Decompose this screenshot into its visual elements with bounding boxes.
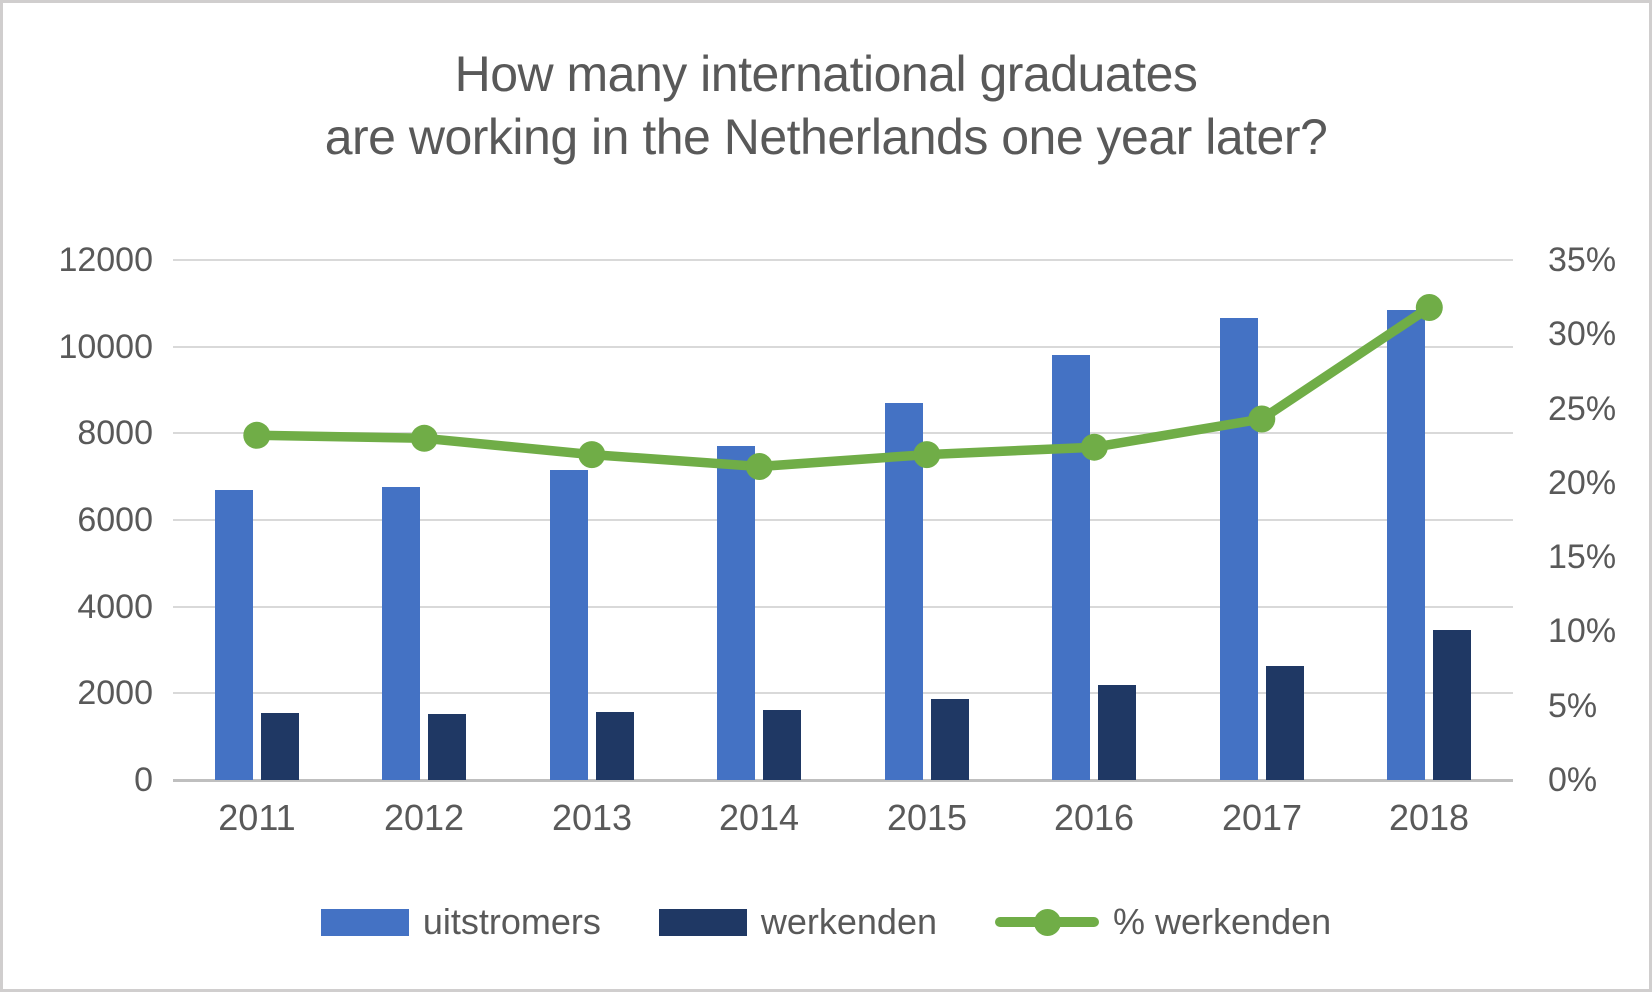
- percent-werkenden-marker-icon: [1033, 908, 1061, 936]
- percent-line-path: [252, 302, 1435, 472]
- right-axis-tick: 5%: [1548, 687, 1598, 725]
- left-axis-tick: 4000: [77, 588, 153, 626]
- left-axis-labels: 12000 10000 8000 6000 4000 2000 0: [21, 241, 153, 799]
- gridline: [173, 606, 1513, 608]
- right-axis-tick: 10%: [1548, 612, 1617, 650]
- gridline: [173, 692, 1513, 694]
- percent-line-marker-2011: [243, 421, 271, 449]
- bar-uitstromers-2014: [717, 446, 755, 780]
- legend-item-uitstromers: uitstromers: [320, 901, 601, 943]
- gridline: [173, 519, 1513, 521]
- bar-werkenden-2015: [931, 699, 969, 780]
- bar-uitstromers-2017: [1220, 318, 1258, 780]
- legend-label-uitstromers: uitstromers: [422, 901, 601, 942]
- percent-line-marker-2016: [1080, 433, 1108, 461]
- x-axis-label-2012: 2012: [383, 797, 465, 838]
- left-axis-tick: 10000: [58, 328, 153, 366]
- bar-werkenden-2016: [1098, 685, 1136, 780]
- left-axis-tick: 8000: [77, 414, 153, 452]
- bars-layer: [173, 260, 1513, 780]
- percent-line-marker-2013: [578, 441, 606, 469]
- bar-uitstromers-2011: [215, 490, 253, 780]
- percent-line-marker-2017: [1248, 405, 1276, 433]
- x-axis-label-2018: 2018: [1388, 797, 1470, 838]
- percent-line-marker-2018: [1415, 294, 1443, 321]
- x-axis-line: [173, 779, 1513, 782]
- legend-label-percent-werkenden: % werkenden: [1113, 901, 1332, 942]
- gridline: [173, 346, 1513, 348]
- percent-werkenden-line-sample: [995, 908, 1099, 936]
- bar-werkenden-2011: [261, 713, 299, 780]
- x-axis-label-2014: 2014: [718, 797, 800, 838]
- percent-line-marker-2014: [745, 453, 773, 480]
- bar-werkenden-2018: [1433, 630, 1471, 780]
- x-axis-label-2017: 2017: [1221, 797, 1303, 838]
- left-axis-tick: 6000: [77, 501, 153, 539]
- bar-werkenden-2014: [763, 710, 801, 780]
- chart-title-line1: How many international graduates: [454, 46, 1198, 102]
- right-axis-tick: 15%: [1548, 538, 1617, 576]
- right-axis-tick: 0%: [1548, 761, 1598, 799]
- gridline: [173, 432, 1513, 434]
- bar-werkenden-2017: [1266, 666, 1304, 780]
- x-axis-labels: 2011 2012 2013 2014 2015 2016 2017 2018: [173, 797, 1513, 838]
- bar-werkenden-2012: [428, 714, 466, 780]
- right-axis-tick: 25%: [1548, 390, 1617, 428]
- legend: uitstromers werkenden % werkenden: [3, 901, 1649, 943]
- bar-uitstromers-2013: [550, 470, 588, 780]
- x-axis-label-2016: 2016: [1053, 797, 1135, 838]
- gridline: [173, 259, 1513, 261]
- chart-title: How many international graduates are wor…: [3, 43, 1649, 169]
- right-axis-tick: 30%: [1548, 315, 1617, 353]
- legend-label-werkenden: werkenden: [760, 901, 937, 942]
- left-axis-tick: 2000: [77, 674, 153, 712]
- percent-line-marker-2015: [913, 441, 941, 469]
- legend-item-werkenden: werkenden: [658, 901, 937, 943]
- legend-item-percent-werkenden: % werkenden: [995, 901, 1331, 943]
- bar-uitstromers-2016: [1052, 355, 1090, 780]
- x-axis-label-2013: 2013: [551, 797, 633, 838]
- bar-uitstromers-2015: [885, 403, 923, 780]
- werkenden-swatch: [658, 908, 747, 936]
- percent-line-marker-2012: [410, 424, 438, 452]
- bar-werkenden-2013: [596, 712, 634, 780]
- x-axis-label-2015: 2015: [886, 797, 968, 838]
- bar-uitstromers-2012: [382, 487, 420, 780]
- uitstromers-swatch: [320, 908, 409, 936]
- left-axis-tick: 12000: [58, 241, 153, 279]
- bar-uitstromers-2018: [1387, 310, 1425, 780]
- right-axis-labels: 35% 30% 25% 20% 15% 10% 5% 0%: [1548, 241, 1648, 799]
- x-axis-label-2011: 2011: [218, 797, 296, 838]
- right-axis-tick: 20%: [1548, 464, 1617, 502]
- percent-werkenden-line: [243, 294, 1443, 480]
- chart-title-line2: are working in the Netherlands one year …: [324, 109, 1328, 165]
- plot-area: [173, 259, 1513, 782]
- left-axis-tick: 0: [134, 761, 153, 799]
- right-axis-tick: 35%: [1548, 241, 1617, 279]
